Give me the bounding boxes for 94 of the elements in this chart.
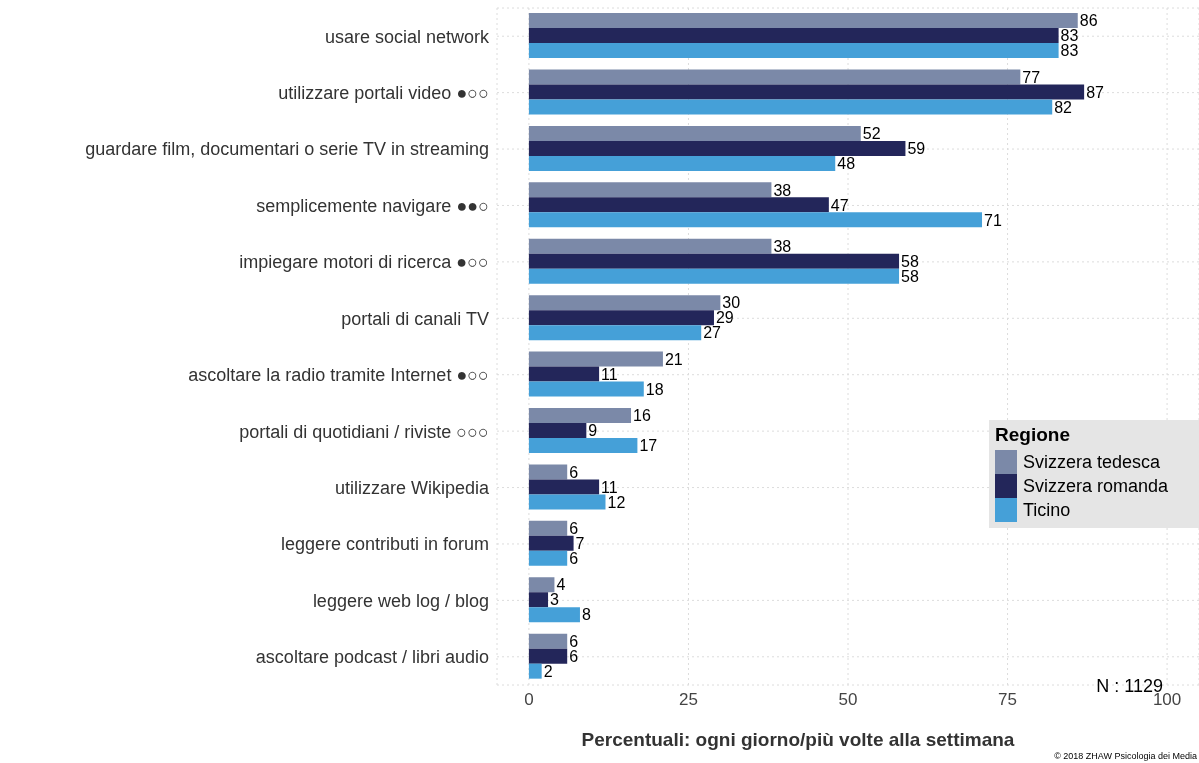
bar (528, 648, 568, 664)
bar (528, 295, 721, 311)
data-label: 18 (645, 380, 664, 398)
bar (528, 310, 714, 326)
data-label: 12 (607, 493, 626, 511)
text: © 2018 ZHAW Psicologia dei Media (1054, 751, 1197, 761)
data-label: 27 (703, 324, 722, 342)
legend-label: Svizzera tedesca (1023, 451, 1161, 473)
data-label: 6 (569, 520, 579, 538)
data-label: 77 (1022, 68, 1041, 86)
bar (528, 28, 1059, 44)
data-label: 87 (1086, 83, 1105, 101)
data-label: 29 (715, 309, 734, 327)
bar (528, 84, 1085, 100)
bar (528, 407, 632, 423)
bar (528, 43, 1059, 59)
data-label: 6 (569, 463, 579, 481)
data-label: 52 (862, 125, 881, 143)
bar (528, 422, 587, 438)
bar (528, 633, 568, 649)
bar (528, 663, 542, 679)
data-label: 16 (633, 407, 651, 425)
bar (528, 520, 568, 536)
legend-title: Regione (995, 424, 1071, 446)
bar (528, 182, 772, 198)
bar (528, 325, 702, 341)
y-tick-label: ascoltare podcast / libri audio (255, 647, 489, 668)
bar (528, 69, 1021, 85)
data-label: 83 (1060, 27, 1079, 45)
bar (528, 607, 580, 623)
data-label: 21 (664, 350, 683, 368)
x-tick-label: 75 (998, 690, 1018, 710)
bar (528, 253, 900, 269)
data-label: 83 (1060, 42, 1079, 60)
y-tick-label: semplicemente navigare ●●○ (256, 195, 489, 216)
y-tick-label: utilizzare Wikipedia (334, 477, 490, 498)
bar (528, 494, 606, 510)
bar (528, 535, 574, 551)
x-tick-label: 25 (678, 690, 698, 710)
bar (528, 13, 1078, 29)
y-tick-label: ascoltare la radio tramite Internet ●○○ (188, 365, 489, 386)
data-label: 6 (569, 647, 579, 665)
data-label: 86 (1079, 12, 1098, 30)
bar (528, 592, 549, 608)
bar (528, 238, 772, 254)
y-tick-label: guardare film, documentari o serie TV in streaming (85, 139, 489, 160)
y-tick-label: portali di quotidiani / riviste ○○○ (239, 421, 489, 442)
legend-label: Svizzera romanda (1023, 475, 1169, 497)
data-label: 3 (550, 591, 560, 609)
y-tick-label: utilizzare portali video ●○○ (278, 83, 489, 104)
bar (528, 155, 836, 171)
y-tick-label: impiegare motori di ricerca ●○○ (239, 252, 489, 273)
data-label: 47 (830, 196, 849, 214)
y-tick-label: usare social network (324, 26, 490, 47)
data-label: 2 (543, 662, 553, 680)
data-label: 6 (569, 550, 579, 568)
data-label: 48 (837, 155, 856, 173)
x-tick-label: 0 (524, 690, 534, 710)
data-label: 58 (901, 267, 919, 285)
legend-label: Ticino (1023, 499, 1071, 521)
y-tick-label: leggere contributi in forum (280, 534, 489, 555)
data-label: 82 (1054, 98, 1073, 116)
data-label: 6 (569, 632, 579, 650)
data-label: 59 (907, 140, 926, 158)
data-label: 9 (588, 422, 598, 440)
bar (528, 577, 555, 593)
bar (528, 366, 600, 382)
bar (528, 550, 568, 566)
bar (528, 437, 638, 453)
data-label: 8 (581, 606, 591, 624)
data-label: 30 (722, 294, 741, 312)
data-label: 7 (575, 535, 585, 553)
data-label: 4 (556, 576, 566, 594)
data-label: 17 (639, 437, 658, 455)
bar (528, 479, 600, 495)
bar (528, 125, 861, 141)
data-label: 11 (601, 365, 618, 383)
bar (528, 351, 663, 367)
data-label: 71 (984, 211, 1002, 229)
data-label: 38 (773, 237, 792, 255)
bar (528, 381, 644, 397)
bar (528, 197, 829, 213)
x-tick-label: 50 (838, 690, 858, 710)
x-axis-title: Percentuali: ogni giorno/più volte alla settimana (580, 729, 1016, 751)
bar (528, 99, 1053, 115)
bar (528, 268, 900, 284)
y-tick-label: portali di canali TV (341, 308, 489, 329)
data-label: 58 (901, 252, 919, 270)
data-label: 38 (773, 181, 792, 199)
bar (528, 464, 568, 480)
y-tick-label: leggere web log / blog (312, 590, 489, 611)
data-label: 11 (601, 478, 618, 496)
bar (528, 140, 906, 156)
bar (528, 212, 983, 228)
